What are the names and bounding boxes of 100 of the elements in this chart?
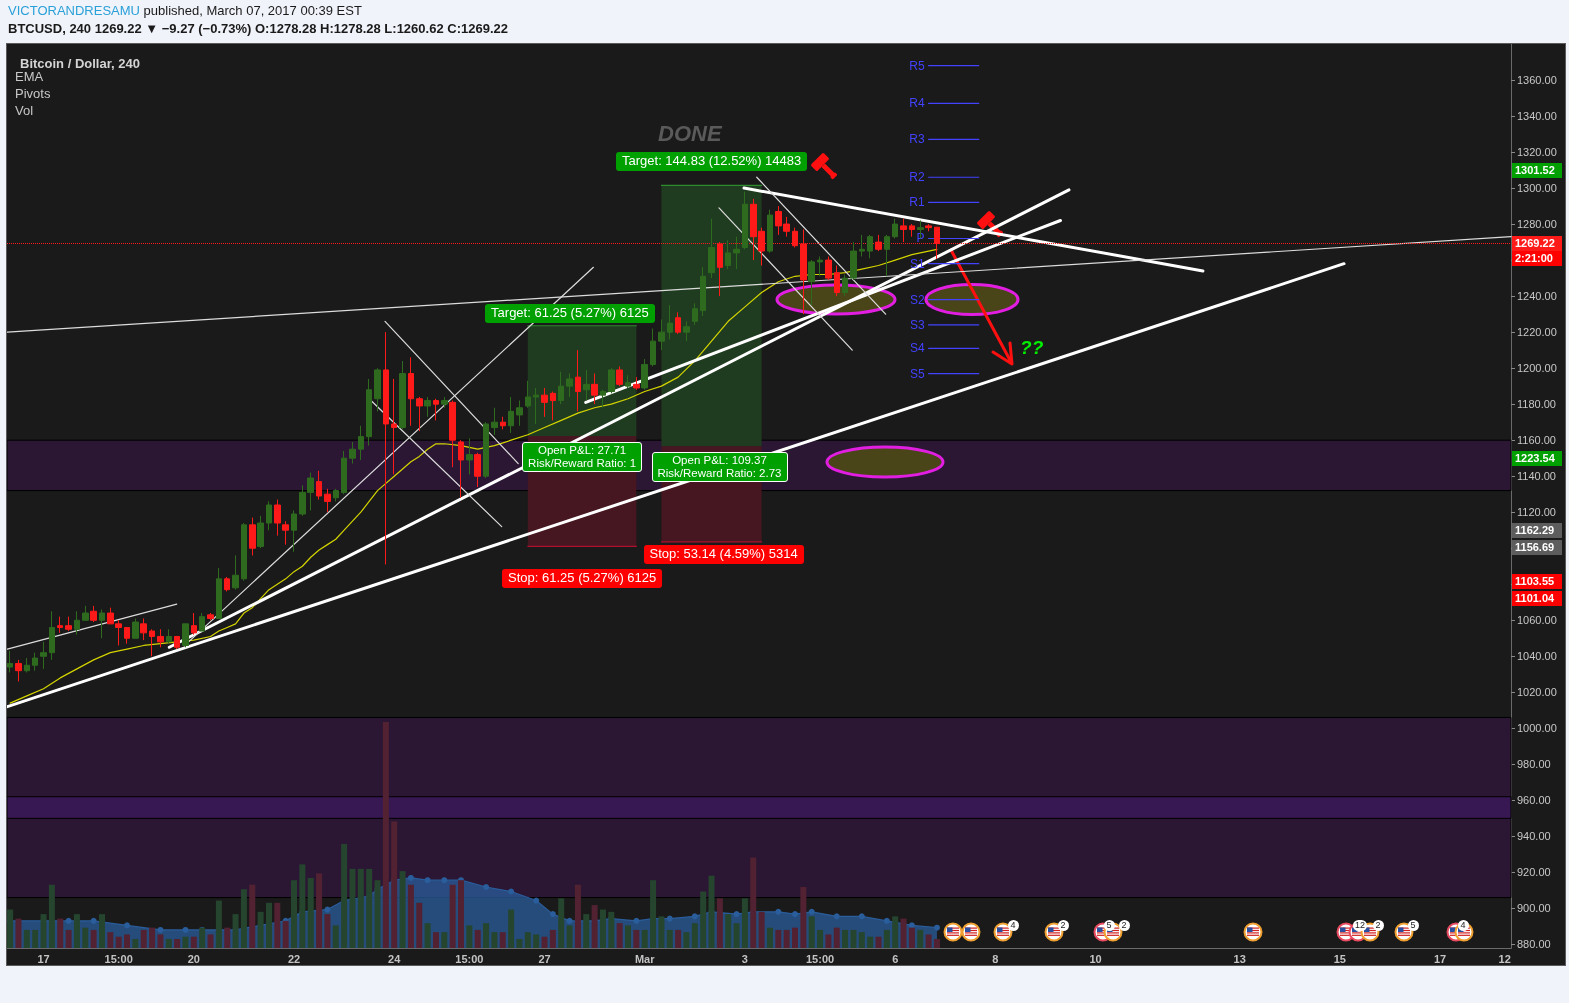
- bar: [165, 938, 172, 948]
- bar: [758, 911, 765, 948]
- bar: [808, 916, 815, 948]
- bar: [516, 938, 523, 948]
- bar: [341, 844, 348, 948]
- candlestick: [157, 628, 164, 648]
- annotation: Open P&L: 27.71 Risk/Reward Ratio: 1: [522, 442, 643, 473]
- candlestick: [591, 373, 598, 405]
- y-tick-label: 1040.00: [1517, 650, 1557, 663]
- bar: [157, 934, 164, 948]
- bar: [925, 934, 932, 948]
- y-tick-label: 1000.00: [1517, 722, 1557, 735]
- candlestick: [324, 488, 331, 513]
- candlestick: [333, 488, 339, 502]
- candlestick: [925, 223, 932, 232]
- bar: [149, 927, 156, 948]
- candlestick: [550, 391, 556, 421]
- candlestick: [224, 576, 230, 592]
- bar: [374, 880, 381, 948]
- candlestick: [424, 396, 431, 418]
- bar: [23, 929, 30, 948]
- candlestick: [834, 265, 840, 297]
- bar: [700, 891, 707, 948]
- annotation: 5: [1407, 919, 1419, 931]
- point: [508, 888, 515, 895]
- candlestick: [625, 374, 631, 389]
- bar: [842, 929, 849, 948]
- bar: [65, 929, 72, 948]
- candlestick: [725, 239, 731, 270]
- candlestick: [733, 236, 740, 270]
- bar: [900, 918, 907, 948]
- point: [833, 913, 840, 920]
- candlestick: [474, 452, 481, 488]
- bar: [499, 932, 506, 948]
- x-tick-label: 20: [187, 952, 200, 965]
- bar: [800, 886, 807, 948]
- y-tick-label: 900.00: [1517, 902, 1551, 915]
- point: [733, 911, 740, 918]
- bar: [274, 902, 281, 948]
- x-tick-label: 15: [1333, 952, 1346, 965]
- candlestick: [199, 612, 205, 632]
- candlestick: [408, 356, 414, 427]
- candlestick: [274, 499, 281, 537]
- candlestick: [82, 605, 89, 621]
- text: Bitcoin / Dollar, 240: [20, 56, 140, 71]
- bar: [391, 821, 398, 948]
- bar: [424, 923, 431, 948]
- bar: [858, 932, 865, 948]
- point: [666, 915, 673, 922]
- bar: [683, 932, 690, 948]
- candlestick: [174, 635, 180, 650]
- y-tick-label: 1320.00: [1517, 146, 1557, 159]
- bar: [524, 932, 531, 948]
- bar: [366, 868, 373, 948]
- y-tick-label: 960.00: [1517, 794, 1551, 807]
- x-tick-label: 6: [892, 952, 899, 965]
- bar: [792, 927, 799, 948]
- bar: [716, 898, 723, 948]
- candlestick: [767, 209, 773, 254]
- y-tick-label: 920.00: [1517, 866, 1551, 879]
- bar: [541, 936, 548, 948]
- bar: [508, 909, 515, 948]
- bar: [174, 938, 181, 948]
- candlestick: [683, 320, 690, 342]
- point: [566, 917, 573, 924]
- x-tick-label: 22: [287, 952, 301, 965]
- candlestick: [458, 439, 464, 499]
- x-tick-label: 10: [1089, 952, 1102, 965]
- candlestick: [366, 378, 372, 447]
- text: published, March 07, 2017 00:39 EST: [143, 3, 362, 18]
- candlestick: [817, 255, 823, 277]
- y-tick-label: 1160.00: [1517, 434, 1556, 447]
- bar: [224, 927, 231, 948]
- y-tick-label: 1180.00: [1517, 398, 1556, 411]
- y-tick-label: 1360.00: [1517, 74, 1557, 87]
- x-tick-label: 17: [1433, 952, 1447, 965]
- series-label: R2: [909, 170, 925, 185]
- point: [182, 926, 189, 933]
- candlestick: [341, 450, 347, 495]
- point: [933, 924, 940, 931]
- point: [407, 874, 414, 881]
- series-label: S4: [909, 341, 925, 356]
- bar: [783, 929, 790, 948]
- point: [324, 906, 331, 913]
- annotation: DONE: [658, 120, 722, 146]
- candlestick: [742, 191, 748, 250]
- x-tick-label: 17: [37, 952, 50, 965]
- candlestick: [24, 657, 30, 673]
- point: [775, 908, 782, 915]
- bar: [533, 934, 540, 948]
- bar: [875, 936, 882, 948]
- y-tick-label: 1200.00: [1517, 362, 1557, 375]
- bar: [90, 929, 97, 948]
- candlestick: [449, 400, 456, 468]
- bar: [458, 880, 465, 948]
- point: [792, 911, 799, 918]
- bar: [15, 918, 22, 948]
- bar: [641, 929, 648, 948]
- candlestick: [241, 522, 247, 582]
- bar: [265, 902, 272, 948]
